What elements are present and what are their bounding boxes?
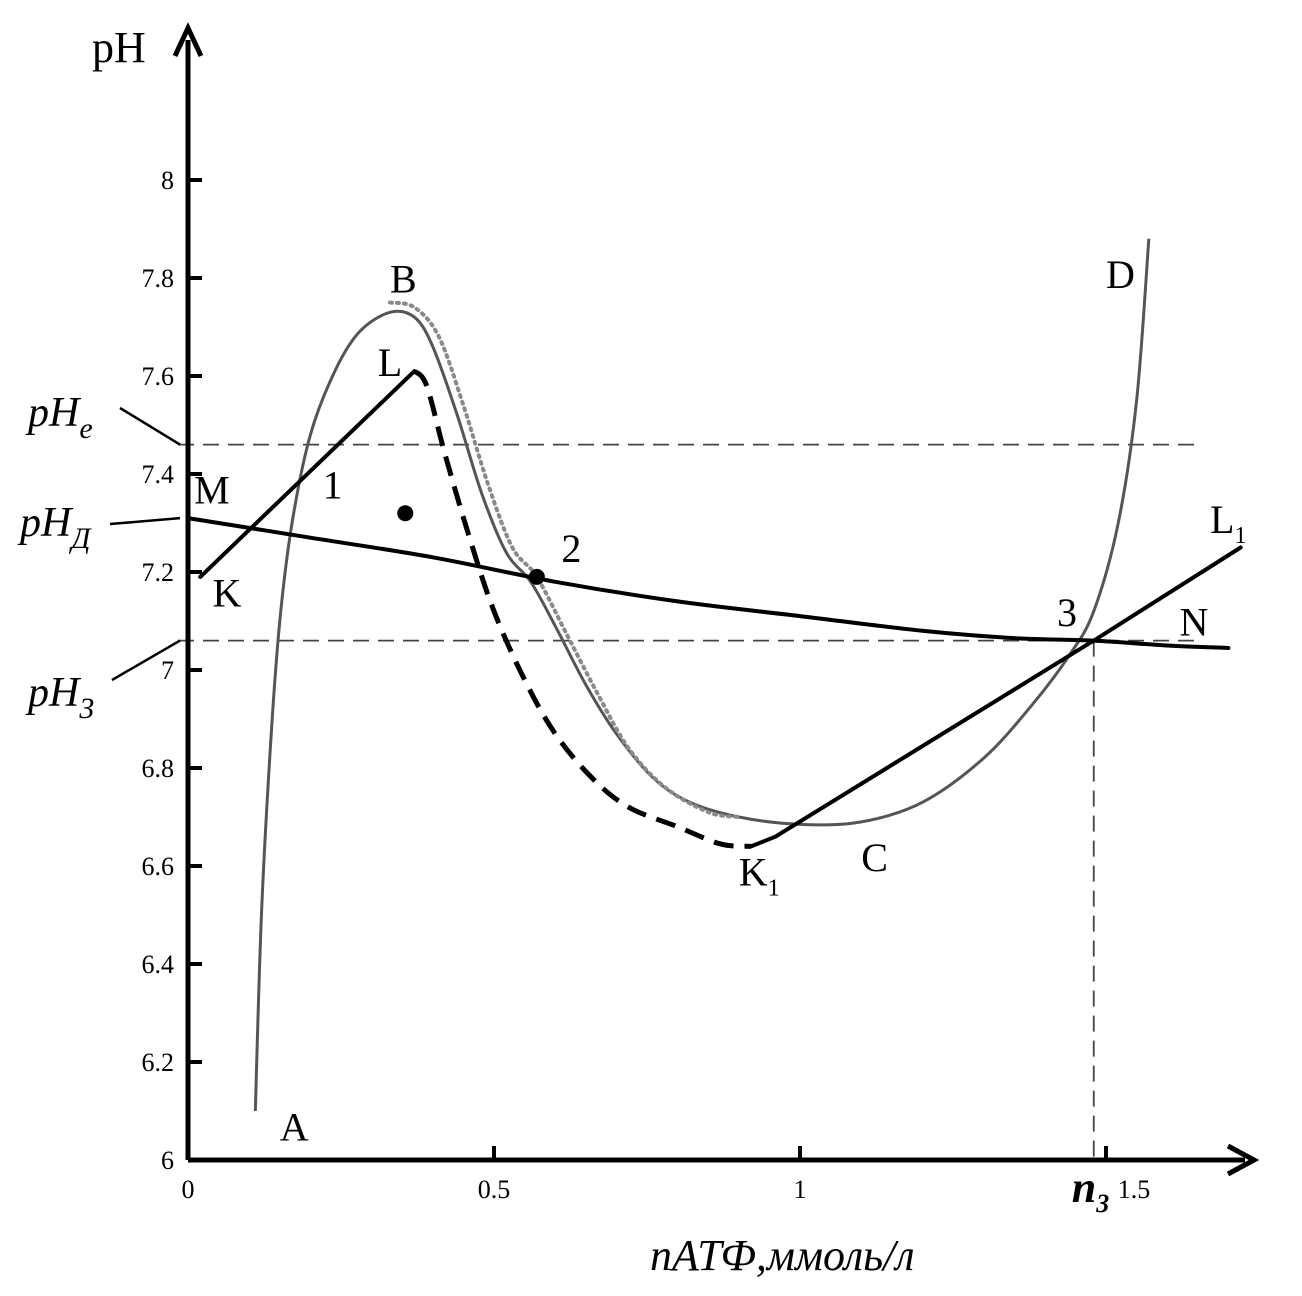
point-label: B [390, 257, 417, 302]
point-label: L [378, 340, 402, 385]
x-tick-label: 1 [794, 1175, 807, 1204]
series-line [412, 369, 752, 849]
point-label: M [194, 467, 230, 512]
point-label: 3 [1057, 590, 1077, 635]
series-line [749, 545, 1243, 849]
reference-leader [109, 516, 181, 526]
markers [397, 505, 545, 585]
y-tick-label: 8 [161, 166, 174, 195]
y-tick-label: 7 [161, 656, 174, 685]
y-tick-label: 6.2 [142, 1048, 175, 1077]
x-tick-label: 0 [182, 1175, 195, 1204]
point-label: K1 [739, 850, 780, 902]
point-label: 2 [561, 526, 581, 571]
point-labels: A B C D L K K1 M N L1 1 2 3 [194, 252, 1246, 1150]
y-tick-label: 7.4 [142, 460, 175, 489]
reference-label: pHД [17, 500, 92, 555]
axis-ticks: 6 6.2 6.4 6.6 6.8 7 7.2 7.4 7.6 7.8 8 0 0.5 1 1.5 n3 [142, 166, 1151, 1218]
y-tick-label: 7.8 [142, 264, 175, 293]
point-label: 1 [323, 463, 343, 508]
reference-leader [119, 406, 181, 446]
y-tick-label: 6.8 [142, 754, 175, 783]
y-tick-label: 6 [161, 1146, 174, 1175]
y-tick-label: 7.6 [142, 362, 175, 391]
x-tick-label: 0.5 [478, 1175, 511, 1204]
y-axis-label: pH [92, 23, 146, 72]
point-label: K [212, 570, 241, 615]
x-special-tick-label: n3 [1072, 1163, 1109, 1218]
curves [186, 238, 1243, 1112]
reference-label: pHe [25, 390, 93, 445]
point-marker-E [397, 505, 414, 522]
x-tick-label: 1.5 [1118, 1175, 1151, 1204]
y-tick-label: 6.4 [142, 950, 175, 979]
point-label: A [280, 1104, 309, 1149]
y-axis-arrow [172, 22, 204, 58]
point-label: D [1106, 252, 1135, 297]
point-label: C [861, 835, 888, 880]
y-tick-label: 7.2 [142, 558, 175, 587]
reference-leader [111, 639, 181, 682]
y-tick-label: 6.6 [142, 852, 175, 881]
series-line [198, 369, 417, 579]
point-marker-2 [528, 568, 545, 585]
x-axis-label: nАТФ,ммоль/л [650, 1231, 915, 1280]
x-axis-arrow [1226, 1143, 1260, 1177]
point-label: L1 [1210, 497, 1246, 549]
point-label: N [1179, 600, 1208, 645]
reference-label: pH3 [25, 670, 94, 725]
